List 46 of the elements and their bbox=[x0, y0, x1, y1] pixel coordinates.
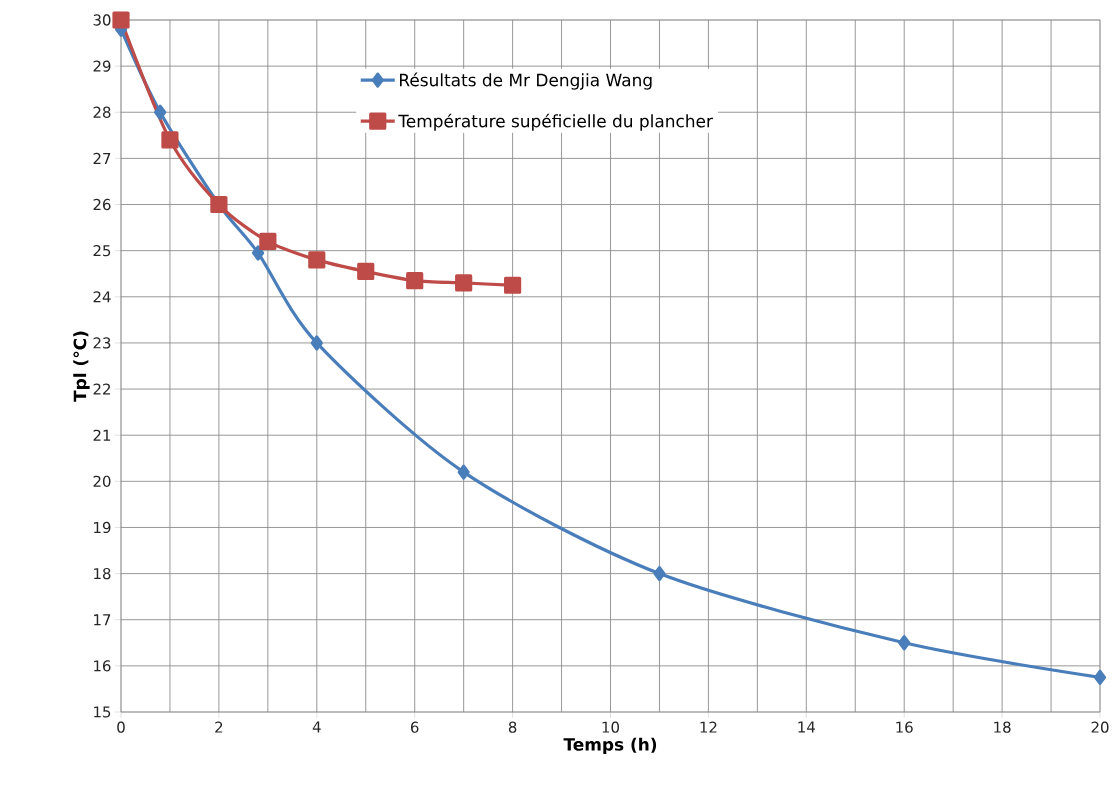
y-tick-label: 24 bbox=[93, 291, 111, 303]
point bbox=[455, 274, 473, 292]
y-tick-label: 18 bbox=[94, 567, 111, 580]
x-tick-label: 2 bbox=[215, 721, 223, 733]
y-tick-label: 25 bbox=[93, 245, 111, 257]
y-tick-label: 17 bbox=[94, 614, 111, 626]
y-tick-label: 27 bbox=[93, 152, 111, 164]
point bbox=[112, 11, 130, 29]
x-tick-label: 6 bbox=[411, 721, 419, 733]
x-tick-label: 4 bbox=[312, 721, 321, 733]
point bbox=[1093, 669, 1107, 685]
point bbox=[308, 251, 326, 269]
point bbox=[406, 272, 424, 290]
x-tick-label: 0 bbox=[117, 721, 125, 733]
legend-label: Température supéficielle du plancher bbox=[398, 113, 713, 131]
point bbox=[898, 635, 911, 651]
y-tick-label: 26 bbox=[93, 198, 111, 211]
point bbox=[251, 245, 265, 261]
x-tick-label: 20 bbox=[1091, 721, 1109, 733]
x-tick-label: 16 bbox=[896, 721, 913, 733]
y-tick-label: 19 bbox=[94, 521, 111, 534]
x-tick-label: 14 bbox=[798, 721, 815, 733]
point bbox=[161, 131, 179, 149]
point bbox=[357, 262, 375, 281]
y-tick-label: 20 bbox=[93, 475, 111, 487]
x-tick-label: 18 bbox=[994, 721, 1011, 733]
y-tick-label: 21 bbox=[93, 429, 111, 441]
x-tick-label: 8 bbox=[508, 721, 517, 733]
y-axis-title: Tpl (°C) bbox=[73, 331, 90, 402]
y-tick-label: 29 bbox=[93, 60, 111, 72]
x-tick-label: 10 bbox=[602, 721, 620, 733]
y-tick-label: 28 bbox=[93, 106, 111, 118]
point bbox=[457, 464, 470, 480]
x-tick-label: 12 bbox=[700, 721, 717, 733]
point bbox=[653, 566, 666, 582]
y-tick-label: 16 bbox=[94, 660, 111, 672]
point bbox=[259, 232, 277, 251]
y-tick-label: 22 bbox=[93, 383, 110, 395]
y-tick-label: 30 bbox=[93, 14, 111, 26]
point bbox=[504, 276, 522, 294]
x-axis-title: Temps (h) bbox=[563, 737, 657, 755]
point bbox=[154, 104, 167, 120]
point bbox=[310, 335, 323, 351]
legend-label: Résultats de Mr Dengjia Wang bbox=[399, 72, 652, 90]
y-tick-label: 23 bbox=[93, 337, 111, 349]
y-tick-label: 15 bbox=[94, 706, 111, 718]
